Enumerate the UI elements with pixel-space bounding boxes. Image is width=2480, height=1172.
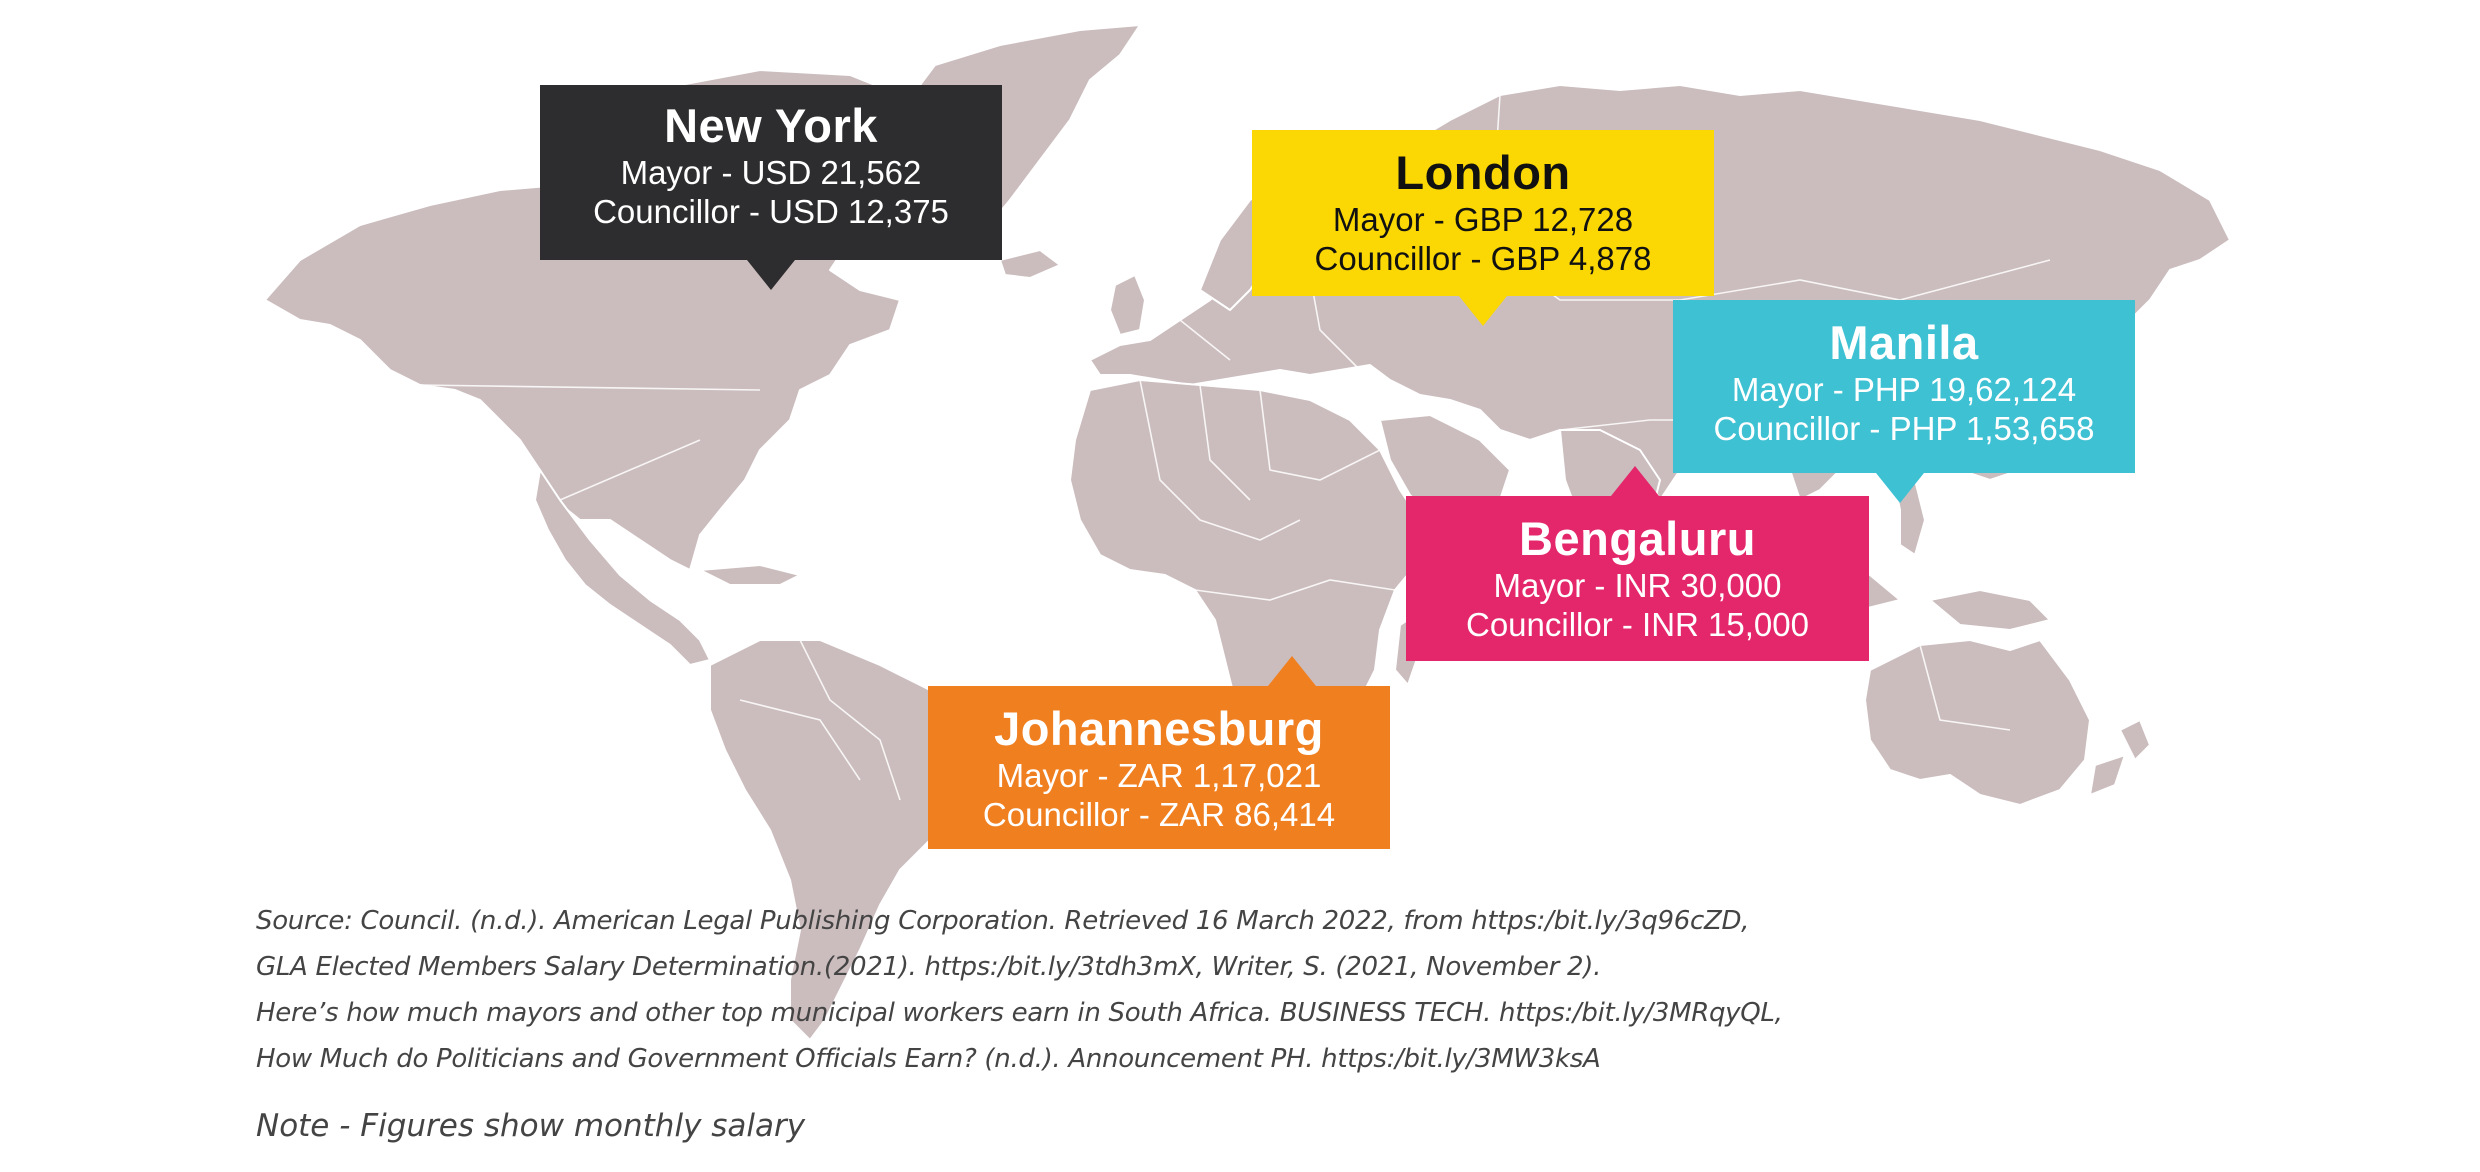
caribbean-shape — [699, 564, 801, 586]
city-name-bengaluru: Bengaluru — [1519, 512, 1756, 565]
monthly-salary-note: Note - Figures show monthly salary — [256, 1108, 806, 1144]
source-line: GLA Elected Members Salary Determination… — [256, 952, 1602, 982]
callout-new-york: New York Mayor - USD 21,562 Councillor -… — [540, 85, 1002, 260]
mayor-salary-new-york: Mayor - USD 21,562 — [620, 154, 922, 191]
councillor-salary-bengaluru: Councillor - INR 15,000 — [1466, 606, 1809, 643]
councillor-salary-manila: Councillor - PHP 1,53,658 — [1713, 410, 2095, 447]
callout-johannesburg: Johannesburg Mayor - ZAR 1,17,021 Counci… — [928, 686, 1390, 849]
callout-london: London Mayor - GBP 12,728 Councillor - G… — [1252, 130, 1714, 296]
councillor-salary-new-york: Councillor - USD 12,375 — [593, 193, 949, 230]
source-line: How Much do Politicians and Government O… — [256, 1044, 1601, 1074]
callout-bengaluru: Bengaluru Mayor - INR 30,000 Councillor … — [1406, 496, 1869, 661]
city-name-johannesburg: Johannesburg — [994, 702, 1324, 755]
pointer-bengaluru — [1611, 466, 1659, 496]
callout-manila: Manila Mayor - PHP 19,62,124 Councillor … — [1673, 300, 2135, 473]
councillor-salary-london: Councillor - GBP 4,878 — [1314, 240, 1652, 277]
new-zealand-shape — [2119, 719, 2151, 761]
source-line: Here’s how much mayors and other top mun… — [256, 998, 1783, 1028]
new-guinea-shape — [1929, 589, 2051, 631]
pointer-london — [1459, 296, 1507, 326]
pointer-manila — [1876, 473, 1924, 503]
source-citations: Source: Council. (n.d.). American Legal … — [256, 898, 1783, 1082]
mayor-salary-johannesburg: Mayor - ZAR 1,17,021 — [996, 757, 1322, 794]
pointer-johannesburg — [1268, 656, 1316, 686]
central-america-shape — [534, 469, 711, 666]
australia-shape — [1864, 639, 2091, 806]
mayor-salary-bengaluru: Mayor - INR 30,000 — [1493, 567, 1782, 604]
city-name-new-york: New York — [664, 99, 878, 152]
city-name-manila: Manila — [1829, 316, 1979, 369]
iceland-shape — [999, 249, 1061, 279]
mayor-salary-london: Mayor - GBP 12,728 — [1332, 201, 1634, 238]
british-isles-shape — [1109, 274, 1146, 336]
mayor-salary-manila: Mayor - PHP 19,62,124 — [1731, 371, 2077, 408]
councillor-salary-johannesburg: Councillor - ZAR 86,414 — [982, 796, 1336, 833]
city-name-london: London — [1395, 146, 1571, 199]
source-line: Source: Council. (n.d.). American Legal … — [256, 906, 1750, 936]
new-zealand-south-shape — [2089, 754, 2126, 796]
pointer-new-york — [747, 260, 795, 290]
